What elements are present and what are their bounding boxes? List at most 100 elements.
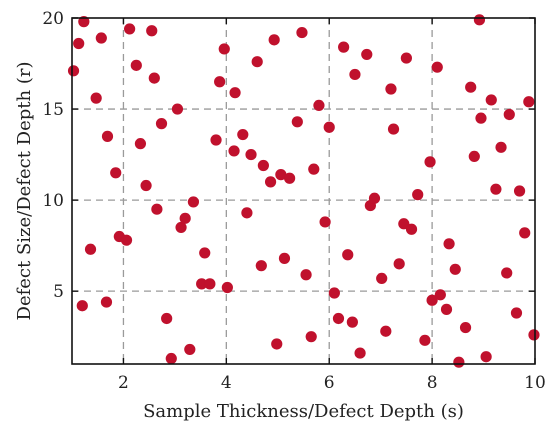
axis-ticks — [72, 17, 536, 364]
data-point — [449, 263, 461, 275]
data-point — [354, 347, 366, 359]
data-point — [426, 294, 438, 306]
data-point — [424, 156, 436, 168]
data-point — [268, 34, 280, 46]
data-point — [229, 87, 241, 99]
data-point — [165, 352, 177, 365]
data-point — [100, 296, 113, 308]
data-points — [67, 14, 540, 368]
data-point — [218, 43, 230, 55]
data-point — [245, 148, 257, 161]
data-point — [257, 159, 269, 172]
data-point — [385, 83, 397, 95]
data-point — [199, 247, 211, 259]
data-point — [361, 48, 373, 61]
data-point — [171, 103, 184, 115]
data-point — [161, 312, 173, 325]
data-point — [95, 32, 107, 44]
data-point — [323, 121, 335, 133]
data-point — [485, 94, 497, 106]
data-point — [519, 227, 531, 239]
data-point — [275, 169, 287, 181]
y-tick-label: 10 — [42, 191, 64, 211]
data-point — [368, 192, 381, 204]
data-point — [300, 269, 312, 281]
data-point — [179, 212, 191, 224]
data-point — [400, 52, 412, 64]
data-point — [443, 238, 455, 250]
data-point — [221, 281, 233, 294]
data-point — [465, 81, 477, 93]
data-point — [101, 130, 114, 142]
data-point — [468, 150, 480, 162]
data-point — [342, 249, 354, 261]
data-point — [405, 223, 418, 235]
data-point — [241, 207, 253, 219]
data-point — [308, 163, 320, 175]
data-point — [393, 258, 405, 270]
data-point — [387, 123, 400, 135]
x-tick-label: 8 — [427, 373, 438, 393]
data-point — [228, 145, 240, 157]
x-tick-label: 10 — [524, 373, 546, 393]
data-point — [278, 252, 291, 264]
data-point — [313, 99, 325, 112]
data-point — [296, 26, 308, 39]
y-tick-label: 20 — [42, 9, 64, 29]
data-point — [453, 356, 465, 368]
data-point — [175, 221, 187, 234]
data-point — [510, 307, 523, 319]
x-tick-label: 6 — [324, 373, 335, 393]
data-point — [412, 189, 424, 201]
data-point — [431, 61, 443, 73]
data-point — [346, 316, 358, 328]
data-point — [124, 23, 136, 35]
data-point — [151, 203, 163, 215]
data-point — [76, 300, 88, 312]
x-axis-label: Sample Thickness/Defect Depth (s) — [143, 401, 464, 422]
x-tick-label: 4 — [221, 373, 232, 393]
data-point — [255, 260, 267, 272]
data-point — [523, 96, 535, 108]
data-point — [264, 176, 277, 188]
data-point — [130, 59, 142, 71]
data-point — [319, 216, 331, 228]
data-point — [503, 108, 515, 121]
data-point — [305, 331, 317, 343]
data-point — [78, 16, 90, 28]
data-point — [146, 25, 158, 37]
tick-labels: 2 4 6 8 10 5 10 15 20 — [42, 9, 545, 393]
data-point — [148, 72, 160, 84]
data-point — [134, 138, 147, 150]
data-point — [237, 128, 249, 141]
data-point — [110, 167, 122, 179]
data-point — [513, 185, 526, 197]
data-point — [419, 334, 431, 346]
data-point — [204, 278, 216, 290]
y-tick-label: 5 — [53, 282, 64, 302]
y-tick-label: 15 — [42, 100, 64, 120]
data-point — [380, 325, 392, 337]
data-point — [214, 76, 226, 88]
data-point — [67, 65, 80, 77]
y-axis-label: Defect Size/Defect Depth (r) — [14, 62, 35, 321]
data-point — [440, 303, 453, 315]
data-point — [475, 112, 487, 124]
data-point — [480, 351, 492, 363]
data-point — [210, 134, 222, 146]
plot-frame — [71, 17, 536, 365]
data-point — [528, 329, 540, 341]
data-point — [434, 289, 446, 301]
data-point — [501, 267, 513, 279]
data-point — [120, 234, 133, 246]
x-tick-label: 2 — [118, 373, 129, 393]
data-point — [349, 68, 361, 81]
data-point — [495, 141, 507, 153]
data-point — [332, 312, 345, 325]
data-point — [251, 56, 263, 68]
data-point — [284, 172, 296, 184]
data-point — [328, 287, 340, 299]
data-point — [84, 243, 97, 255]
data-point — [291, 116, 303, 128]
